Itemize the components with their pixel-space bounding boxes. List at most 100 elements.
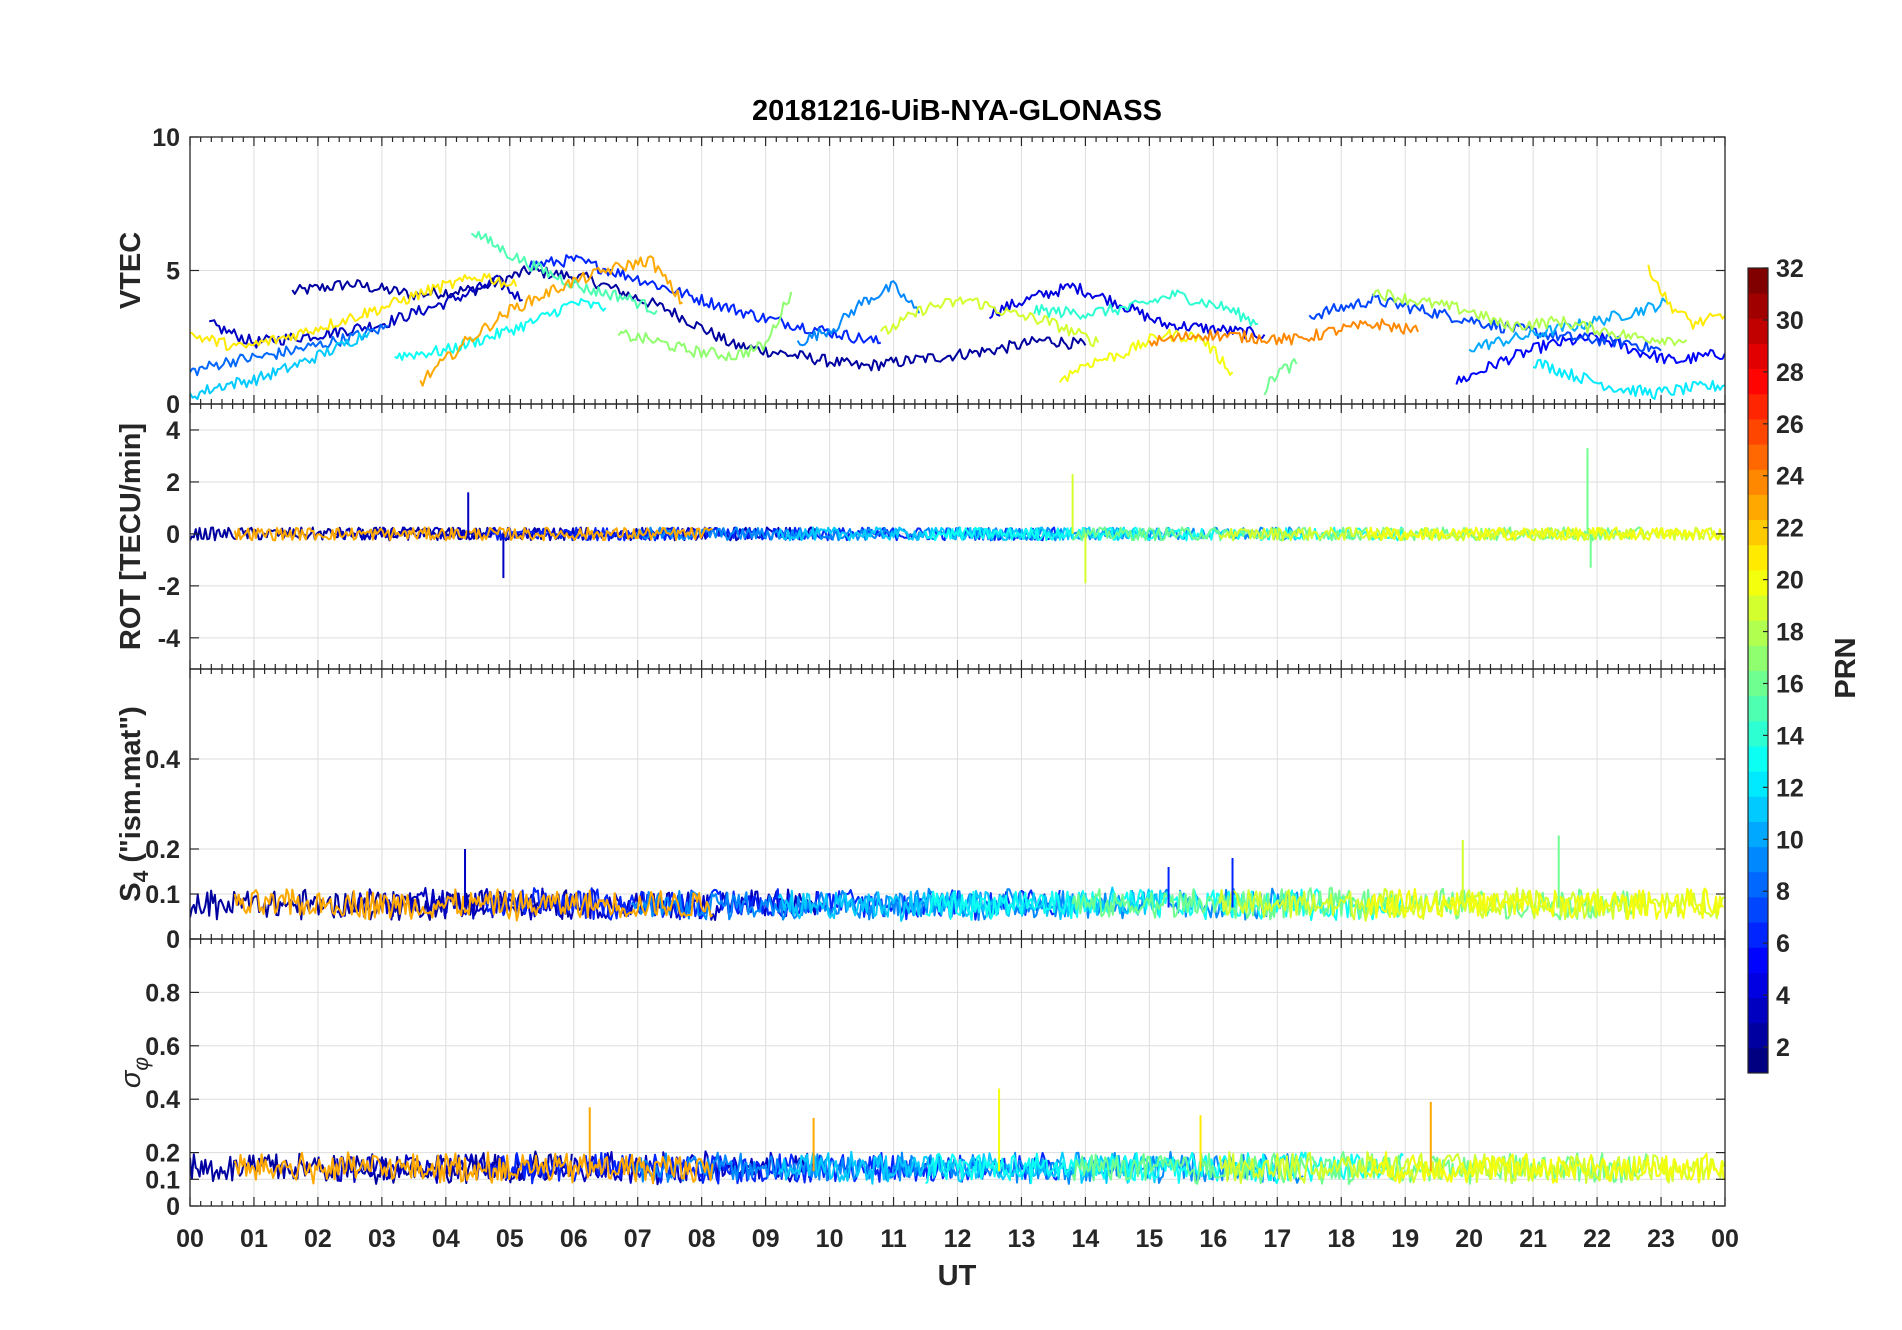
series-line-prn-20: [1365, 887, 1725, 921]
series-line-prn-14: [1033, 289, 1259, 327]
series-line-prn-9: [796, 280, 921, 347]
colorbar-tick-label: 18: [1776, 619, 1804, 647]
y-tick-label: 0.2: [145, 836, 180, 864]
colorbar-tick-label: 14: [1776, 722, 1804, 750]
colorbar-tick-label: 2: [1776, 1034, 1790, 1062]
colorbar-segment: [1748, 293, 1768, 319]
colorbar-segment: [1748, 645, 1768, 671]
x-tick-label: 18: [1327, 1225, 1355, 1253]
colorbar-segment: [1748, 469, 1768, 495]
x-tick-label: 14: [1072, 1225, 1100, 1253]
colorbar-tick-label: 8: [1776, 878, 1790, 906]
colorbar-segment: [1748, 494, 1768, 521]
series-line-prn-15: [470, 230, 658, 315]
colorbar-tick-label: 28: [1776, 359, 1804, 387]
series-line-prn-20: [1365, 526, 1725, 542]
y-tick-label: 0.4: [145, 746, 180, 774]
colorbar-tick-label: 24: [1776, 463, 1804, 491]
y-tick-label: 0: [166, 521, 180, 549]
series-line-prn-13: [925, 1151, 1404, 1185]
colorbar-segment: [1748, 771, 1768, 797]
colorbar-tick-label: 20: [1776, 567, 1804, 595]
colorbar-tick-label: 12: [1776, 774, 1804, 802]
series-group: [190, 835, 1725, 922]
colorbar-segment: [1748, 670, 1768, 697]
x-tick-label: 05: [496, 1225, 524, 1253]
series-line-prn-23: [419, 255, 683, 387]
colorbar-segment: [1748, 368, 1768, 395]
x-tick-label: 15: [1135, 1225, 1163, 1253]
panel-s4: 0 0.1 0.2 0.4S4 ("ism.mat"): [115, 668, 1726, 954]
y-tick-label: 10: [152, 124, 180, 152]
y-tick-label: -2: [158, 573, 180, 601]
y-tick-label: 0.1: [145, 881, 180, 909]
y-axis-label-sigma_phi: σφ: [115, 1057, 153, 1089]
x-tick-label: 00: [1711, 1225, 1739, 1253]
series-line-prn-11: [777, 886, 1164, 922]
y-tick-label: 2: [166, 469, 180, 497]
y-axis-label-rot: ROT [TECU/min]: [115, 423, 147, 650]
y-tick-label: 0.2: [145, 1140, 180, 1168]
colorbar-tick-label: 22: [1776, 515, 1804, 543]
series-line-prn-23: [233, 526, 713, 542]
series-line-prn-23: [233, 888, 714, 922]
series-group: [190, 230, 1725, 400]
series-line-prn-11: [777, 526, 1163, 542]
x-tick-label: 12: [944, 1225, 972, 1253]
colorbar-segment: [1748, 896, 1768, 923]
x-tick-label: 08: [688, 1225, 716, 1253]
series-group: [190, 448, 1725, 584]
colorbar-segment: [1748, 821, 1768, 848]
chart-title: 20181216-UiB-NYA-GLONASS: [752, 95, 1162, 127]
x-tick-label: 07: [624, 1225, 652, 1253]
y-tick-label: 0: [166, 1193, 180, 1221]
y-tick-label: 5: [166, 258, 180, 286]
series-line-prn-13: [394, 297, 607, 361]
series-line-prn-16: [1263, 358, 1298, 396]
series-line-prn-2: [291, 265, 1087, 372]
x-tick-label: 03: [368, 1225, 396, 1253]
colorbar-segment: [1748, 720, 1768, 747]
series-line-prn-3: [209, 274, 523, 349]
colorbar-segment: [1748, 393, 1768, 420]
y-tick-label: 0.6: [145, 1033, 180, 1061]
panel-sigma-phi: 00.10.2 0.4 0.6 0.8 σφ: [115, 938, 1726, 1221]
x-tick-label: 16: [1199, 1225, 1227, 1253]
series-line-prn-17: [617, 291, 793, 362]
colorbar-segment: [1748, 343, 1768, 370]
colorbar-tick-label: 6: [1776, 930, 1790, 958]
series-line-prn-18: [1372, 289, 1688, 347]
colorbar-segment: [1748, 1022, 1768, 1049]
x-axis-label: UT: [938, 1260, 977, 1292]
y-tick-label: 0: [166, 391, 180, 419]
colorbar-segment: [1748, 922, 1768, 948]
series-line-prn-5: [1455, 332, 1725, 385]
y-tick-label: 0.8: [145, 979, 180, 1007]
colorbar-tick-label: 32: [1776, 255, 1804, 283]
x-tick-label: 02: [304, 1225, 332, 1253]
x-tick-label: 19: [1391, 1225, 1419, 1253]
y-axis-label-vtec: VTEC: [115, 232, 147, 309]
colorbar-segment: [1748, 846, 1768, 873]
x-tick-label: 04: [432, 1225, 460, 1253]
colorbar-segment: [1748, 796, 1768, 822]
series-line-prn-19: [879, 296, 1100, 348]
colorbar-segment: [1748, 871, 1768, 898]
colorbar-segment: [1748, 1047, 1768, 1074]
y-axis-label-s4: S4 ("ism.mat"): [115, 706, 153, 902]
colorbar-segment: [1748, 519, 1768, 546]
colorbar-tick-label: 4: [1776, 982, 1790, 1010]
y-tick-label: 0.4: [145, 1086, 180, 1114]
x-tick-label: 22: [1583, 1225, 1611, 1253]
x-tick-label: 23: [1647, 1225, 1675, 1253]
colorbar-segment: [1748, 972, 1768, 999]
x-tick-label: 09: [752, 1225, 780, 1253]
colorbar-segment: [1748, 318, 1768, 344]
series-line-prn-7: [1308, 293, 1662, 353]
series-line-prn-11: [190, 331, 371, 400]
panel-rot: -4 -2 0 2 4 ROT [TECU/min]: [115, 403, 1726, 670]
series-group: [190, 1088, 1725, 1186]
colorbar-tick-label: 16: [1776, 670, 1804, 698]
colorbar-tick-label: 30: [1776, 307, 1804, 335]
